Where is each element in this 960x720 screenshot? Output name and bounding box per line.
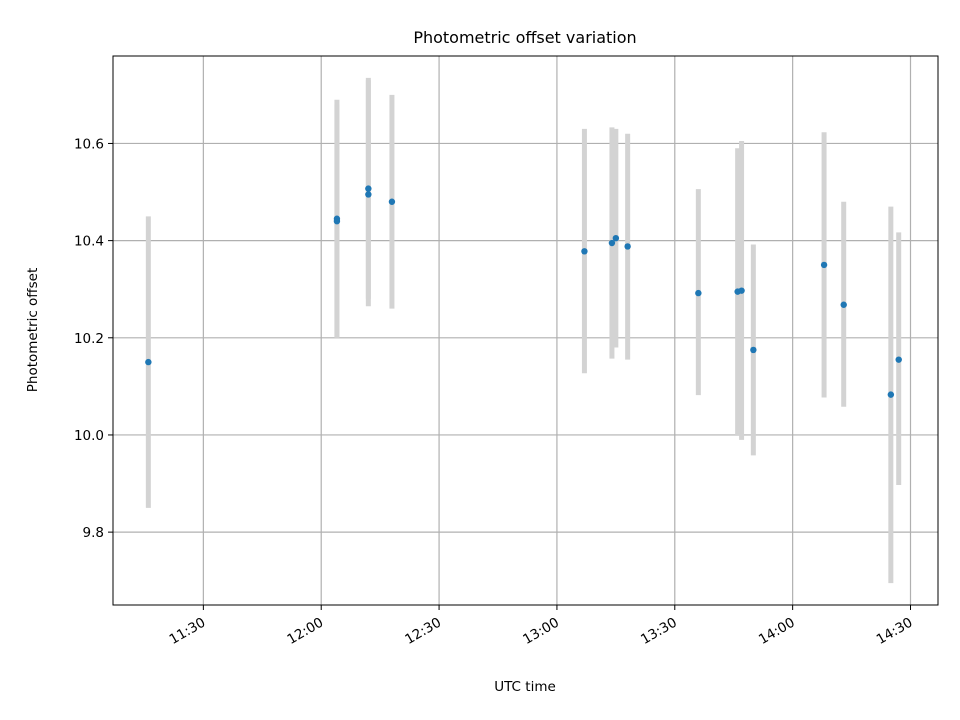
data-point — [624, 243, 631, 250]
data-point — [608, 239, 616, 247]
plot-frame — [112, 55, 939, 606]
y-tick-label: 10.2 — [74, 331, 104, 347]
data-point — [820, 261, 828, 269]
grid-lines — [113, 56, 938, 605]
data-point — [887, 391, 895, 398]
data-point — [840, 301, 847, 308]
plot-area — [113, 56, 938, 605]
y-tick-label: 10.4 — [74, 234, 104, 250]
data-point — [388, 198, 396, 205]
y-tick-label: 9.8 — [83, 525, 104, 541]
data-point — [365, 191, 372, 198]
data-point — [145, 358, 152, 366]
data-point — [738, 287, 745, 294]
data-points — [145, 185, 902, 398]
y-axis-ticks: 9.8 10.0 10.2 10.4 10.6 — [74, 136, 113, 541]
data-point — [365, 185, 372, 192]
chart-title: Photometric offset variation — [413, 28, 636, 47]
data-point — [750, 346, 757, 354]
data-point — [695, 289, 702, 297]
y-tick-label: 10.6 — [74, 136, 104, 152]
y-tick-label: 10.0 — [74, 428, 104, 444]
data-point — [581, 248, 588, 255]
data-point — [333, 217, 341, 225]
data-point — [612, 234, 620, 242]
y-axis-label: Photometric offset — [25, 268, 41, 392]
x-axis-label: UTC time — [494, 679, 556, 695]
data-point — [895, 356, 902, 363]
